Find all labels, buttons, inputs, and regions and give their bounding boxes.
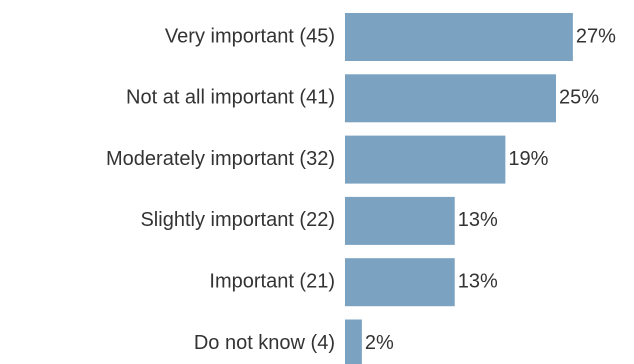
value-label: 19%: [508, 148, 548, 170]
value-label: 25%: [559, 87, 599, 109]
bar: [345, 258, 455, 307]
category-label: Do not know (4): [194, 332, 335, 354]
category-label: Slightly important (22): [140, 209, 335, 231]
category-label: Not at all important (41): [126, 87, 335, 109]
value-label: 2%: [365, 332, 394, 354]
bar: [345, 196, 455, 245]
bar: [345, 13, 573, 61]
bar: [345, 74, 556, 123]
category-label: Moderately important (32): [106, 148, 335, 170]
value-label: 13%: [458, 209, 498, 231]
bar: [345, 135, 506, 184]
category-label: Important (21): [209, 270, 335, 292]
value-label: 13%: [458, 270, 498, 292]
category-label: Very important (45): [165, 25, 335, 47]
value-label: 27%: [576, 25, 616, 47]
bar: [345, 319, 362, 364]
